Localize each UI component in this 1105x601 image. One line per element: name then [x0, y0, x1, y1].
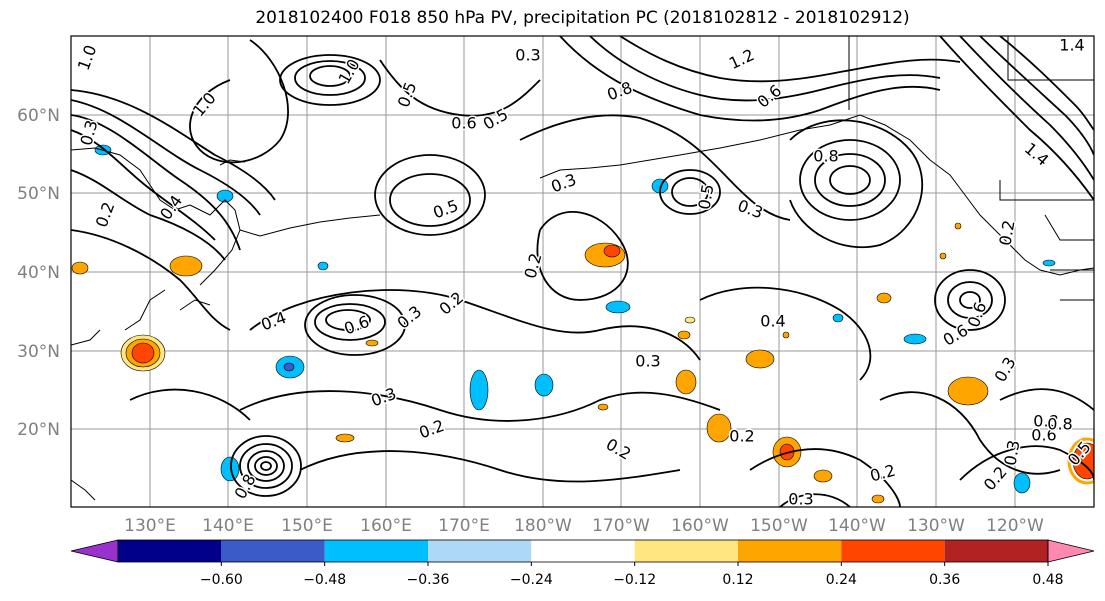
colorbar-segment — [634, 540, 738, 562]
colorbar-segment — [531, 540, 635, 562]
map-title: 2018102400 F018 850 hPa PV, precipitatio… — [255, 8, 910, 28]
contour-label: 0.2 — [995, 219, 1018, 247]
colorbar-tick-label: −0.12 — [613, 572, 656, 588]
contour-label: 0.4 — [760, 312, 785, 331]
contour-label: 0.3 — [635, 352, 660, 371]
contour-label: 0.6 — [1031, 426, 1056, 445]
contour-label: 0.3 — [515, 46, 540, 65]
lon-label: 130°E — [124, 516, 176, 536]
colorbar-extend-high — [1047, 539, 1095, 563]
colorbar-tick-label: −0.36 — [407, 572, 450, 588]
colorbar-frame — [117, 539, 1049, 563]
lat-label: 20°N — [17, 420, 60, 440]
longitude-labels: 130°E 140°E 150°E 160°E 170°E 180°W 170°… — [124, 516, 1044, 536]
precip-warm-patches — [71, 222, 1094, 504]
coastlines — [71, 36, 1094, 501]
colorbar-segment — [944, 540, 1048, 562]
colorbar-segment — [738, 540, 842, 562]
colorbar-extend-low — [70, 539, 119, 563]
lon-label: 160°W — [671, 516, 729, 536]
colorbar-tick-label: 0.48 — [1032, 572, 1063, 588]
colorbar-tick-label: −0.60 — [200, 572, 243, 588]
contour-label: 1.4 — [1059, 36, 1084, 55]
lon-label: 120°W — [986, 516, 1044, 536]
colorbar-tick-label: −0.48 — [303, 572, 346, 588]
contour-label: 0.5 — [694, 183, 717, 211]
colorbar-segment — [324, 540, 428, 562]
lat-label: 30°N — [17, 342, 60, 362]
lon-label: 150°E — [281, 516, 333, 536]
contour-label: 0.3 — [788, 490, 813, 509]
map-frame — [70, 35, 1095, 508]
colorbar-segment — [118, 540, 222, 562]
contour-label: 0.3 — [1000, 439, 1023, 467]
lat-label: 50°N — [17, 184, 60, 204]
pv-contour-lines — [71, 36, 1094, 507]
lon-label: 160°E — [360, 516, 412, 536]
lat-label: 40°N — [17, 263, 60, 283]
colorbar: −0.60 −0.48 −0.36 −0.24 −0.12 0.12 0.24 0.36 0.4… — [70, 539, 1095, 588]
colorbar-tick-label: −0.24 — [510, 572, 553, 588]
colorbar-tick-label: 0.24 — [826, 572, 857, 588]
lon-label: 170°E — [438, 516, 490, 536]
colorbar-tick-label: 0.12 — [722, 572, 753, 588]
lon-label: 150°W — [750, 516, 808, 536]
contour-label: 0.6 — [451, 114, 476, 133]
lat-label: 60°N — [17, 106, 60, 126]
colorbar-tick-label: 0.36 — [929, 572, 960, 588]
map-plot-area: 1.0 1.01.00.30.50.6 0.50.31.21.40.8 0.60.8 1… — [71, 36, 1094, 509]
lon-label: 140°E — [202, 516, 254, 536]
colorbar-segment — [221, 540, 325, 562]
graticule-lines — [71, 36, 1094, 507]
colorbar-segment — [841, 540, 945, 562]
latitude-labels: 60°N 50°N 40°N 30°N 20°N — [17, 106, 60, 440]
lon-label: 130°W — [907, 516, 965, 536]
contour-label: 0.8 — [813, 147, 838, 166]
lon-label: 170°W — [592, 516, 650, 536]
contour-label: 0.8 — [1047, 415, 1072, 434]
contour-label: 0.8 — [1033, 412, 1058, 431]
contour-label: 0.2 — [729, 427, 754, 446]
colorbar-segment — [428, 540, 532, 562]
lon-label: 140°W — [828, 516, 886, 536]
lon-label: 180°W — [514, 516, 572, 536]
